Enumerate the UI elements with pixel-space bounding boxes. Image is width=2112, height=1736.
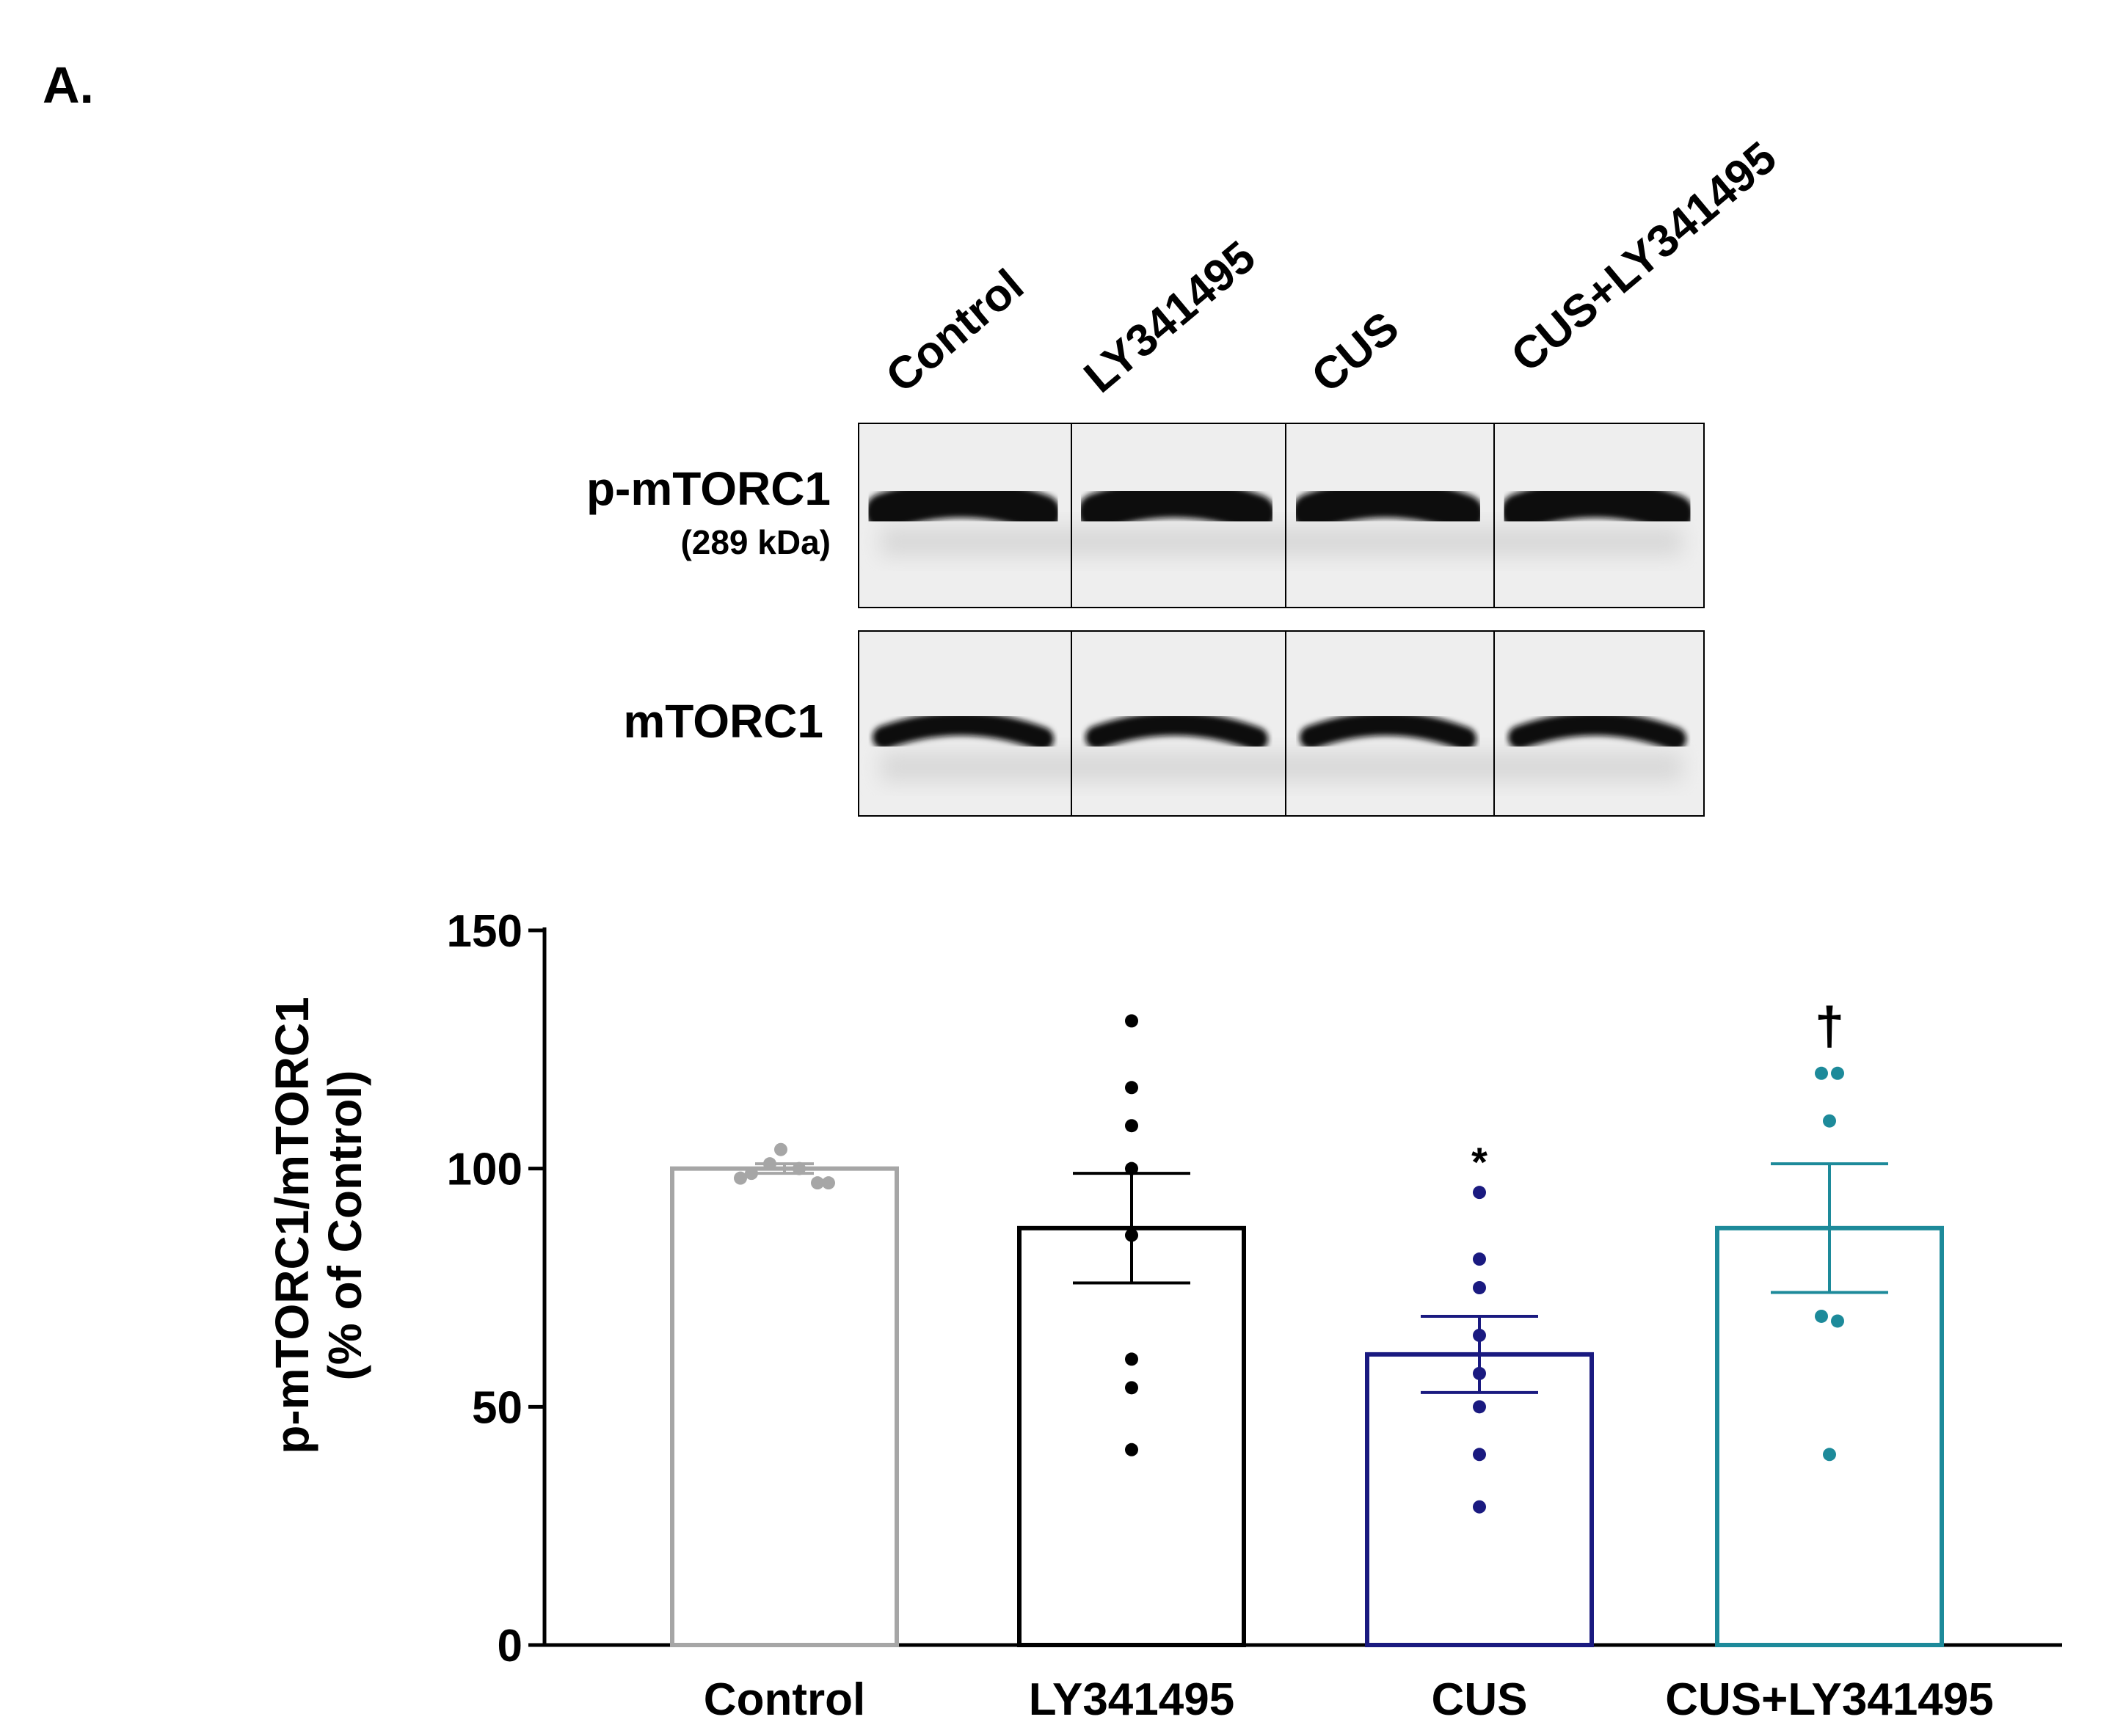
data-point-cus-ly341495 <box>1823 1114 1836 1128</box>
data-point-cus <box>1473 1281 1486 1294</box>
blot-band-mtorc1-ly341495 <box>1085 712 1268 751</box>
x-tick-label-cus: CUS <box>1432 1674 1528 1725</box>
data-point-cus <box>1473 1252 1486 1266</box>
data-point-ly341495 <box>1125 1119 1138 1133</box>
blot-lane-label-cus: CUS <box>1303 302 1409 403</box>
blot-smudge <box>881 752 1682 781</box>
data-point-control <box>763 1157 776 1171</box>
x-tick-label-cus-ly341495: CUS+LY341495 <box>1665 1674 1994 1725</box>
blot-band-p-mtorc1-cus-ly341495 <box>1501 479 1694 533</box>
data-point-cus <box>1473 1448 1486 1462</box>
data-point-ly341495 <box>1125 1228 1138 1242</box>
bar-control <box>670 1166 899 1647</box>
blot-row-label-p-mtorc1: p-mTORC1 <box>586 462 831 515</box>
chart-bars <box>670 1166 1944 1648</box>
y-axis-label: p-mTORC1/mTORC1 <box>266 996 318 1454</box>
blot-band-mtorc1-cus <box>1300 712 1476 751</box>
data-point-cus <box>1473 1500 1486 1514</box>
data-point-control <box>811 1176 824 1190</box>
y-axis-sublabel: (% of Control) <box>318 1071 371 1381</box>
chart-points <box>734 1014 1844 1514</box>
blot-images <box>858 423 1705 817</box>
bar-cus <box>1365 1352 1594 1647</box>
data-point-cus-ly341495 <box>1815 1309 1828 1323</box>
data-point-cus-ly341495 <box>1831 1066 1844 1080</box>
blot-row-labels: p-mTORC1 (289 kDa) mTORC1 <box>586 462 831 748</box>
data-point-control <box>734 1171 747 1185</box>
data-point-cus-ly341495 <box>1831 1314 1844 1328</box>
western-blot: Control LY341495 CUS CUS+LY341495 p-mTORC1 … <box>586 132 1786 817</box>
data-point-cus-ly341495 <box>1823 1448 1836 1462</box>
blot-row-sublabel-p-mtorc1: (289 kDa) <box>680 523 831 561</box>
y-tick-label: 50 <box>472 1382 522 1433</box>
data-point-ly341495 <box>1125 1381 1138 1395</box>
data-point-ly341495 <box>1125 1081 1138 1095</box>
blot-lane-label-control: Control <box>877 260 1033 403</box>
blot-band-mtorc1-control <box>873 712 1054 751</box>
x-tick-labels: Control LY341495 CUS CUS+LY341495 <box>704 1674 1994 1725</box>
bar-chart: p-mTORC1/mTORC1 (% of Control) 0 50 100 150… <box>266 906 2062 1725</box>
data-point-cus <box>1473 1366 1486 1380</box>
data-point-cus <box>1473 1328 1486 1342</box>
data-point-ly341495 <box>1125 1443 1138 1456</box>
data-point-ly341495 <box>1125 1161 1138 1175</box>
blot-band-p-mtorc1-cus <box>1292 479 1484 533</box>
data-point-cus <box>1473 1400 1486 1414</box>
x-tick-label-control: Control <box>704 1674 865 1725</box>
blot-row-label-mtorc1: mTORC1 <box>623 695 823 748</box>
bar-cus-ly341495 <box>1715 1225 1944 1648</box>
blot-band-p-mtorc1-ly341495 <box>1078 479 1275 533</box>
data-point-ly341495 <box>1125 1014 1138 1028</box>
y-tick-label: 150 <box>447 906 522 957</box>
y-tick-label: 0 <box>498 1621 522 1671</box>
significance-marker-cus-ly341495: † <box>1815 997 1844 1056</box>
bar-ly341495 <box>1017 1225 1246 1648</box>
x-tick-label-ly341495: LY341495 <box>1029 1674 1234 1725</box>
chart-error-bars <box>755 1162 1888 1394</box>
y-tick-label: 100 <box>447 1145 522 1195</box>
blot-band-mtorc1-cus-ly341495 <box>1508 712 1686 751</box>
data-point-control <box>745 1167 758 1181</box>
data-point-control <box>822 1176 835 1190</box>
data-point-ly341495 <box>1125 1352 1138 1366</box>
panel-label: A. <box>43 56 94 114</box>
blot-lane-label-ly341495: LY341495 <box>1075 232 1265 403</box>
blot-lane-label-cus-ly341495: CUS+LY341495 <box>1502 132 1786 382</box>
blot-smudge <box>881 527 1682 556</box>
data-point-control <box>793 1161 806 1175</box>
blot-lane-labels: Control LY341495 CUS CUS+LY341495 <box>877 132 1786 403</box>
data-point-cus <box>1473 1186 1486 1200</box>
significance-markers: *† <box>1471 997 1844 1185</box>
data-point-cus-ly341495 <box>1815 1066 1828 1080</box>
blot-band-p-mtorc1-control <box>865 479 1061 533</box>
data-point-control <box>774 1142 787 1156</box>
y-axis-label-group: p-mTORC1/mTORC1 (% of Control) <box>266 996 371 1454</box>
significance-marker-cus: * <box>1471 1139 1487 1185</box>
